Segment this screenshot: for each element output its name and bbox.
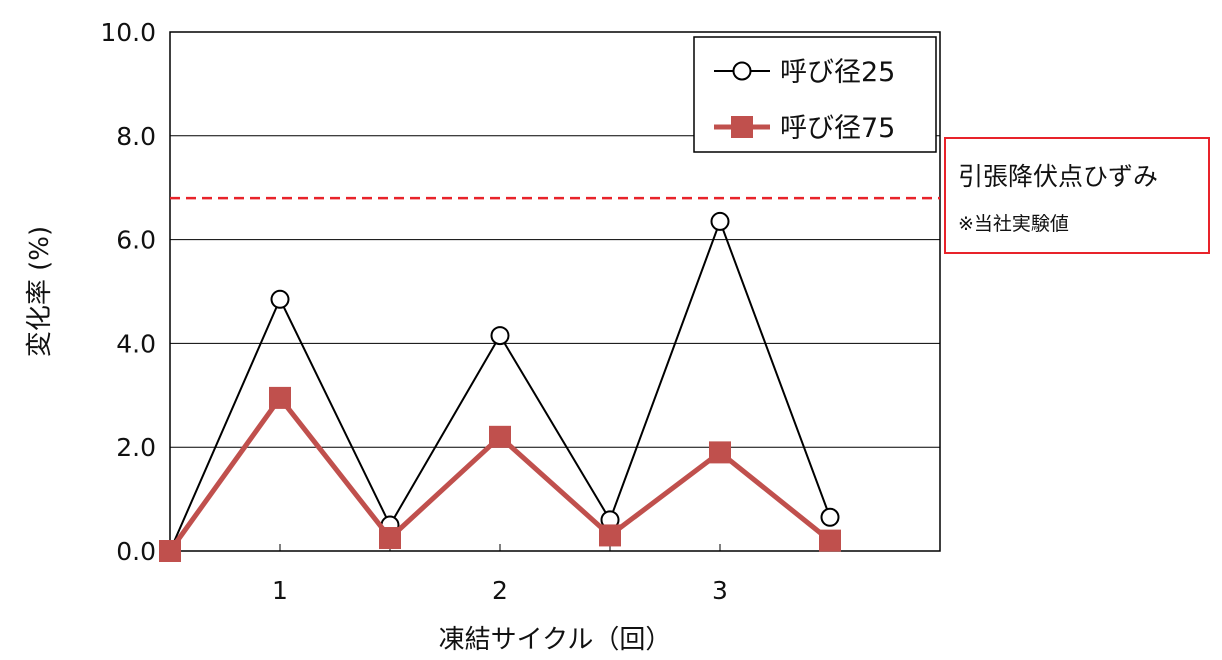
reference-note: ※当社実験値	[958, 213, 1069, 235]
x-tick-label: 3	[712, 576, 728, 605]
data-point	[820, 507, 840, 527]
data-point	[379, 527, 401, 550]
data-point	[710, 211, 730, 231]
y-axis-label: 変化率 (%)	[25, 226, 55, 357]
data-point	[709, 441, 731, 464]
x-tick-label: 1	[272, 576, 288, 605]
plot-frame	[169, 31, 941, 552]
reference-annotation-box: 引張降伏点ひずみ ※当社実験値	[944, 137, 1210, 254]
data-point	[599, 524, 621, 547]
data-point	[159, 540, 181, 562]
series-line	[167, 393, 832, 553]
data-point	[489, 425, 511, 448]
y-tick-label: 8.0	[116, 122, 156, 151]
x-axis-label: 凍結サイクル（回）	[439, 625, 672, 655]
data-point	[819, 529, 841, 552]
legend-marker	[731, 116, 753, 138]
y-tick-label: 2.0	[116, 433, 156, 462]
y-tick-label: 6.0	[116, 226, 156, 255]
x-tick-label: 2	[492, 576, 508, 605]
legend-box	[693, 36, 937, 153]
reference-label: 引張降伏点ひずみ	[958, 162, 1159, 191]
legend-label: 呼び径25	[780, 57, 895, 88]
data-point	[490, 326, 510, 346]
legend-label: 呼び径75	[780, 113, 895, 144]
data-point	[270, 289, 290, 309]
legend-marker	[732, 61, 752, 81]
series-line	[169, 218, 831, 552]
y-tick-label: 0.0	[116, 537, 156, 566]
y-tick-label: 10.0	[100, 18, 156, 47]
y-tick-label: 4.0	[116, 329, 156, 358]
data-point	[269, 386, 291, 409]
